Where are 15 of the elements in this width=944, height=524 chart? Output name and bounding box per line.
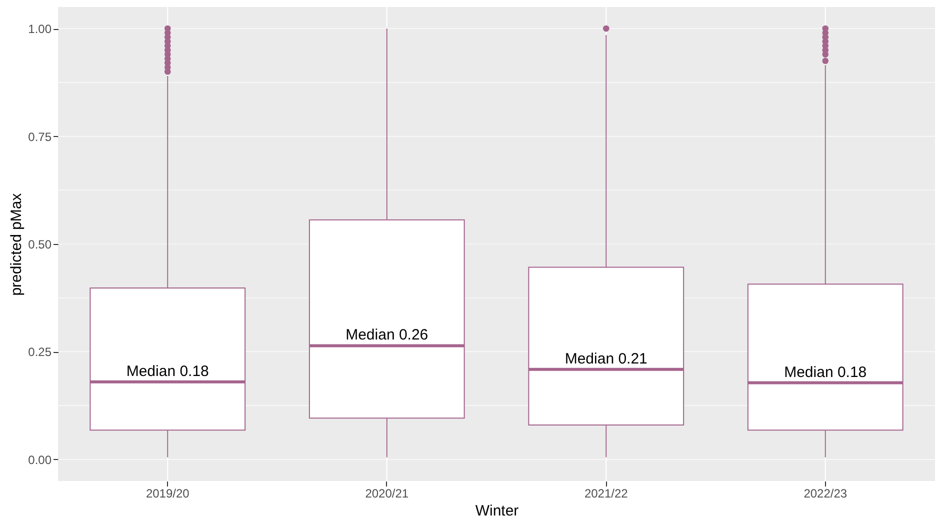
- annotation: Median 0.21: [564, 350, 648, 368]
- y-tick-label: 0.25: [28, 345, 52, 360]
- y-tick-label: 0.75: [28, 130, 52, 144]
- y-tick-label: 1.00: [28, 22, 52, 36]
- annotation: Median 0.26: [346, 326, 428, 344]
- y-axis-title: predicted pMax: [8, 192, 26, 296]
- annotation: Median 0.18: [784, 364, 867, 381]
- y-tick-label: 0.00: [28, 452, 52, 467]
- annotation: Median 0.18: [126, 362, 209, 380]
- x-tick-label: 2022/23: [804, 486, 848, 500]
- x-tick-label: 2019/20: [146, 486, 190, 500]
- y-tick-label: 0.50: [28, 238, 52, 252]
- x-axis-title: Winter: [475, 502, 519, 520]
- x-tick-label: 2021/22: [584, 486, 628, 500]
- x-tick-label: 2020/21: [365, 486, 409, 500]
